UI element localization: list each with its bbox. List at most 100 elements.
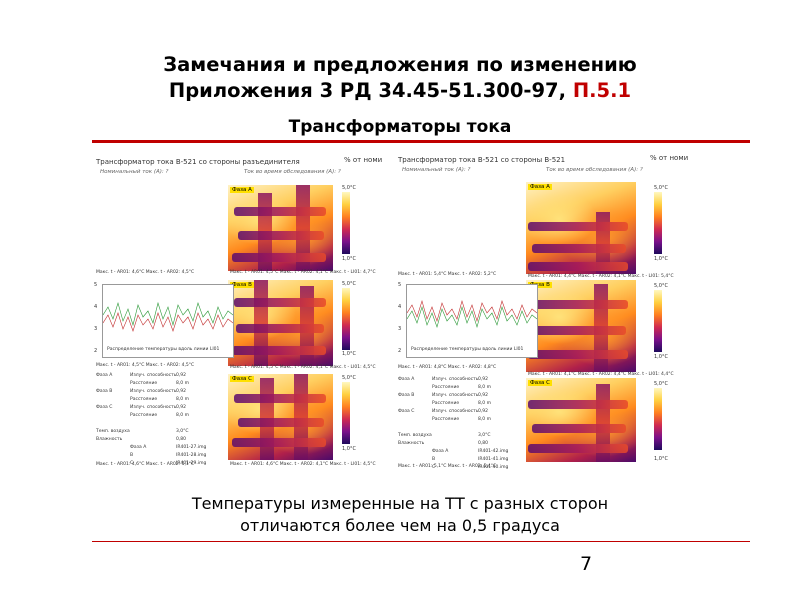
thermal-report-left: Трансформатор тока В-521 со стороны разъ…: [92, 152, 392, 470]
footer-rule: [92, 541, 750, 542]
temperature-profile-graph: Распределение температуры вдоль линии LI…: [102, 284, 234, 358]
graph-tick: 4: [94, 304, 98, 310]
measurement-table: Фаза А Излуч. способность0,92 Расстояние 8…: [398, 376, 508, 472]
thermogram-phase-a: Фаза А: [526, 182, 636, 274]
scale-min-label: 1,0°C: [654, 256, 668, 262]
report-subheader: Номинальный ток (А): ?: [100, 169, 169, 175]
graph-tick: 3: [398, 326, 402, 332]
table-row: Расстояние 8,0 m: [432, 401, 491, 406]
caption-line-1: Температуры измеренные на ТТ с разных ст…: [191, 494, 609, 513]
caption-line-2: отличаются более чем на 0,5 градуса: [240, 516, 560, 535]
readout-graph: Макс. t - AR01: 4,8°C Макс. t - AR02: 4,…: [398, 365, 497, 370]
graph-tick: 3: [94, 326, 98, 332]
phase-tag: Фаза С: [230, 376, 254, 382]
table-row: Фаза В Излуч. способность0,92: [96, 389, 187, 394]
scale-min-label: 1,0°C: [342, 446, 356, 452]
profile-line-red: [407, 299, 537, 323]
table-row: Фаза С Излуч. способность0,92: [96, 405, 187, 410]
slide-title: Замечания и предложения по изменению При…: [0, 52, 800, 104]
report-header-right: % от номи: [344, 156, 383, 164]
table-row: Фаза А IR401-42.img: [432, 449, 509, 454]
phase-tag: Фаза В: [230, 282, 254, 288]
scale-min-label: 1,0°C: [654, 456, 668, 462]
report-header: Трансформатор тока В-521 со стороны разъ…: [96, 158, 300, 166]
thermogram-phase-b: Фаза В: [228, 280, 333, 366]
report-header-right: % от номи: [650, 154, 689, 162]
temperature-scale-c: [654, 388, 662, 450]
table-row: Расстояние 8,0 m: [432, 385, 491, 390]
scale-max-label: 5,0°C: [342, 375, 356, 381]
table-row: Влажность 0,80: [398, 441, 489, 446]
graph-tick: 5: [398, 282, 402, 288]
table-row: [398, 424, 508, 432]
table-row: Темп. воздуха 3,0°C: [398, 433, 491, 438]
phase-tag: Фаза А: [230, 187, 254, 193]
table-row: Фаза С Излуч. способность0,92: [398, 409, 489, 414]
scale-min-label: 1,0°C: [654, 354, 668, 360]
thermogram-phase-c: Фаза С: [526, 378, 636, 462]
graph-label: Распределение температуры вдоль линии LI…: [411, 347, 524, 352]
phase-tag: Фаза А: [528, 184, 552, 190]
table-row: Темп. воздуха 3,0°C: [96, 429, 189, 434]
readout-phase-c: Макс. t - AR01: 4,6°C Макс. t - AR02: 4,…: [230, 462, 376, 467]
page-number: 7: [580, 553, 593, 575]
scale-min-label: 1,0°C: [342, 256, 356, 262]
thermogram-phase-c: Фаза С: [228, 374, 333, 460]
temperature-profile-plot: [103, 301, 233, 332]
temperature-scale-a: [654, 192, 662, 254]
table-row: [96, 420, 206, 428]
readout-top-left: Макс. t - AR01: 5,4°C Макс. t - AR02: 5,…: [398, 272, 497, 277]
readout-bottom: Макс. t - AR01: 4,6°C Макс. t - AR02: 5,…: [96, 462, 195, 467]
slide-caption: Температуры измеренные на ТТ с разных ст…: [0, 493, 800, 537]
title-line-2: Приложения 3 РД 34.45-51.300-97, П.5.1: [0, 78, 800, 104]
profile-line-green: [407, 305, 537, 329]
temperature-profile-graph: Распределение температуры вдоль линии LI…: [406, 284, 538, 358]
scale-min-label: 1,0°C: [342, 351, 356, 357]
graph-tick: 2: [94, 348, 98, 354]
readout-graph: Макс. t - AR01: 4,5°C Макс. t - AR02: 4,…: [96, 363, 195, 368]
thermogram-phase-b: Фаза В: [526, 280, 636, 372]
temperature-scale-c: [342, 382, 350, 444]
measurement-table: Фаза А Излуч. способность0,92 Расстояние 8…: [96, 372, 206, 468]
header-rule: [92, 140, 750, 143]
report-subheader-2: Ток во время обследования (А): ?: [546, 167, 643, 173]
scale-max-label: 5,0°C: [654, 381, 668, 387]
readout-phase-b: Макс. t - AR01: 4,1°C Макс. t - AR02: 4,…: [528, 372, 674, 377]
table-row: Расстояние 8,0 m: [130, 381, 189, 386]
profile-line-green: [103, 301, 233, 327]
phase-tag: Фаза С: [528, 380, 552, 386]
title-line-2-main: Приложения 3 РД 34.45-51.300-97,: [168, 79, 573, 102]
report-header: Трансформатор тока В-521 со стороны В-52…: [398, 156, 566, 164]
graph-tick: 4: [398, 304, 402, 310]
readout-top-left: Макс. t - AR01: 4,6°C Макс. t - AR02: 4,…: [96, 270, 195, 275]
slide-subtitle: Трансформаторы тока: [288, 117, 512, 137]
temperature-scale-b: [654, 290, 662, 352]
readout-phase-a: Макс. t - AR01: 4,5°C Макс. t - AR02: 4,…: [230, 270, 376, 275]
title-accent: П.5.1: [572, 79, 632, 102]
table-row: C IR401-40.img: [432, 465, 509, 470]
thermal-report-right: Трансформатор тока В-521 со стороны В-52…: [396, 152, 696, 470]
scale-max-label: 5,0°C: [654, 185, 668, 191]
temperature-scale-a: [342, 192, 350, 254]
readout-bottom: Макс. t - AR01: 5,1°C Макс. t - AR02: 5,…: [398, 464, 497, 469]
title-line-1: Замечания и предложения по изменению: [163, 53, 637, 76]
table-row: Фаза А Излуч. способность0,92: [96, 373, 187, 378]
table-row: Расстояние 8,0 m: [130, 397, 189, 402]
report-subheader-2: Ток во время обследования (А): ?: [244, 169, 341, 175]
profile-line-red: [103, 312, 233, 332]
report-subheader: Номинальный ток (А): ?: [402, 167, 471, 173]
temperature-profile-plot: [407, 299, 537, 329]
graph-tick: 5: [94, 282, 98, 288]
scale-max-label: 5,0°C: [342, 185, 356, 191]
scale-max-label: 5,0°C: [654, 283, 668, 289]
table-row: C IR401-29.img: [130, 461, 207, 466]
graph-label: Распределение температуры вдоль линии LI…: [107, 347, 220, 352]
table-row: Фаза А IR401-27.img: [130, 445, 207, 450]
table-row: Фаза В Излуч. способность0,92: [398, 393, 489, 398]
graph-tick: 2: [398, 348, 402, 354]
phase-tag: Фаза В: [528, 282, 552, 288]
table-row: Расстояние 8,0 m: [432, 417, 491, 422]
table-row: Влажность 0,80: [96, 437, 187, 442]
table-row: B IR401-41.img: [432, 457, 509, 462]
readout-phase-a: Макс. t - AR01: 4,4°C Макс. t - AR02: 4,…: [528, 274, 674, 279]
